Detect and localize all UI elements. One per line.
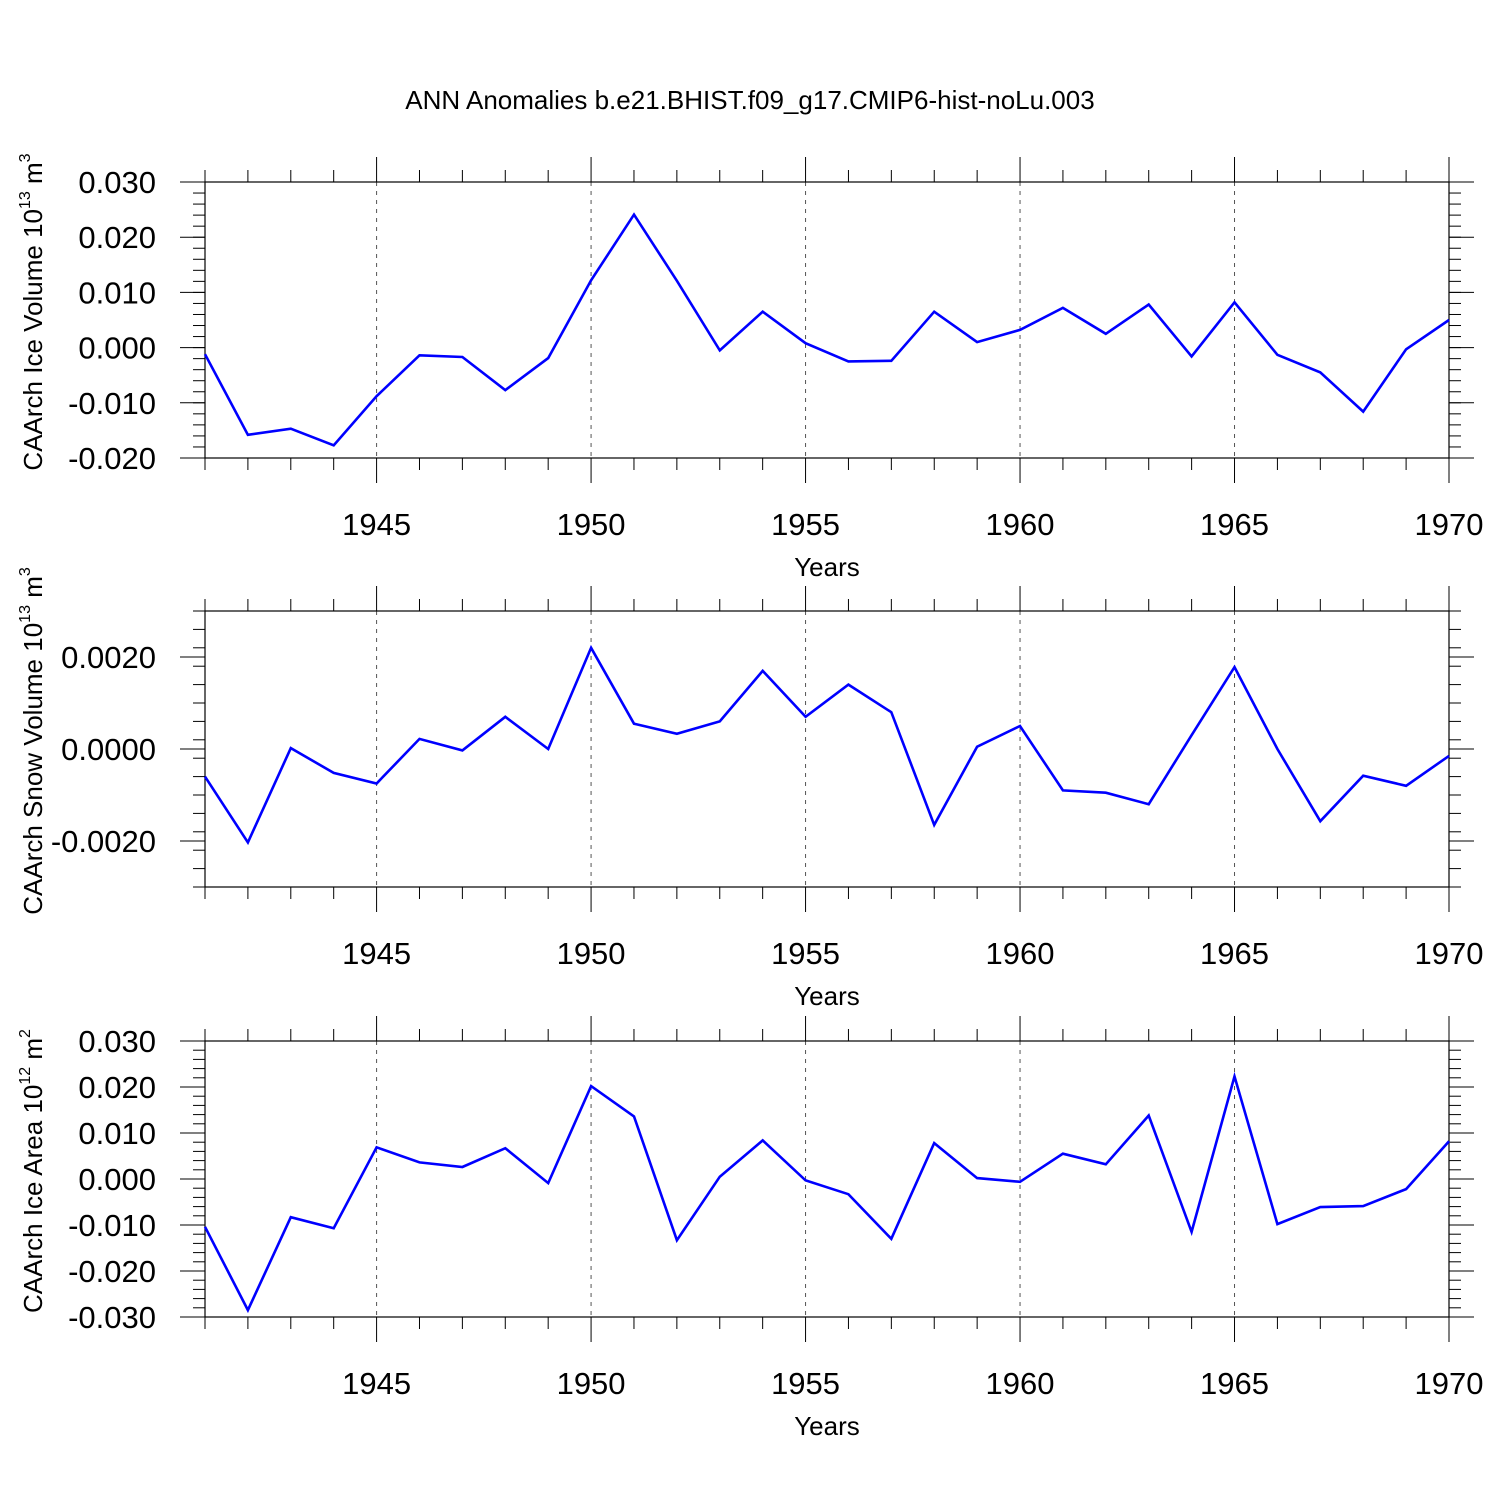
x-tick-label: 1960 [986, 507, 1055, 542]
y-tick-label: 0.000 [78, 1162, 156, 1197]
y-tick-label: 0.020 [78, 220, 156, 255]
x-tick-label: 1955 [771, 507, 840, 542]
series-line [203, 212, 1450, 447]
panel-3: 1945 1950 1955 1960 1965 1970 Years -0.030 -0.02… [17, 1016, 1483, 1441]
y-tick-label: 0.0020 [61, 640, 156, 675]
x-tick-label: 1950 [557, 507, 626, 542]
panel-2: 1945 1950 1955 1960 1965 1970 Years -0.0020 0.00… [17, 567, 1483, 1011]
y-tick-label: 0.030 [78, 1024, 156, 1059]
y-tick-label: -0.010 [68, 1208, 156, 1243]
y-tick-label: 0.0000 [61, 732, 156, 767]
series-line [203, 1071, 1450, 1314]
y-tick-label: 0.020 [78, 1070, 156, 1105]
figure-title: ANN Anomalies b.e21.BHIST.f09_g17.CMIP6-… [405, 85, 1094, 115]
y-tick-label: 0.010 [78, 1116, 156, 1151]
panel-1: 1945 1950 1955 1960 1965 1970 Years -0.020 -0.01… [17, 153, 1483, 582]
x-axis-label: Years [794, 552, 860, 582]
y-tick-label: -0.010 [68, 386, 156, 421]
plot-frame [204, 181, 1450, 459]
x-tick-label: 1970 [1415, 936, 1484, 971]
x-axis-label: Years [794, 981, 860, 1011]
x-tick-label: 1945 [342, 1366, 411, 1401]
x-tick-label: 1970 [1415, 507, 1484, 542]
y-tick-label: 0.030 [78, 165, 156, 200]
plot-frame [204, 610, 1450, 888]
x-tick-label: 1965 [1200, 507, 1269, 542]
y-tick-label: -0.020 [68, 1254, 156, 1289]
y-tick-label: 0.000 [78, 331, 156, 366]
plot-frame [204, 1040, 1450, 1318]
y-axis-label: CAArch Ice Volume 1013 m3 [17, 153, 48, 470]
x-tick-label: 1955 [771, 1366, 840, 1401]
x-tick-label: 1960 [986, 1366, 1055, 1401]
x-tick-label: 1945 [342, 936, 411, 971]
x-tick-label: 1950 [557, 1366, 626, 1401]
y-tick-label: 0.010 [78, 275, 156, 310]
x-axis-label: Years [794, 1411, 860, 1441]
y-tick-label: -0.0020 [51, 824, 156, 859]
x-tick-label: 1970 [1415, 1366, 1484, 1401]
x-tick-label: 1955 [771, 936, 840, 971]
x-tick-label: 1960 [986, 936, 1055, 971]
series-line [203, 644, 1450, 846]
x-tick-label: 1950 [557, 936, 626, 971]
y-tick-label: -0.020 [68, 441, 156, 476]
x-tick-label: 1945 [342, 507, 411, 542]
x-tick-label: 1965 [1200, 1366, 1269, 1401]
y-axis-label: CAArch Snow Volume 1013 m3 [17, 567, 48, 915]
x-tick-label: 1965 [1200, 936, 1269, 971]
y-axis-label: CAArch Ice Area 1012 m2 [17, 1029, 48, 1313]
y-tick-label: -0.030 [68, 1300, 156, 1335]
